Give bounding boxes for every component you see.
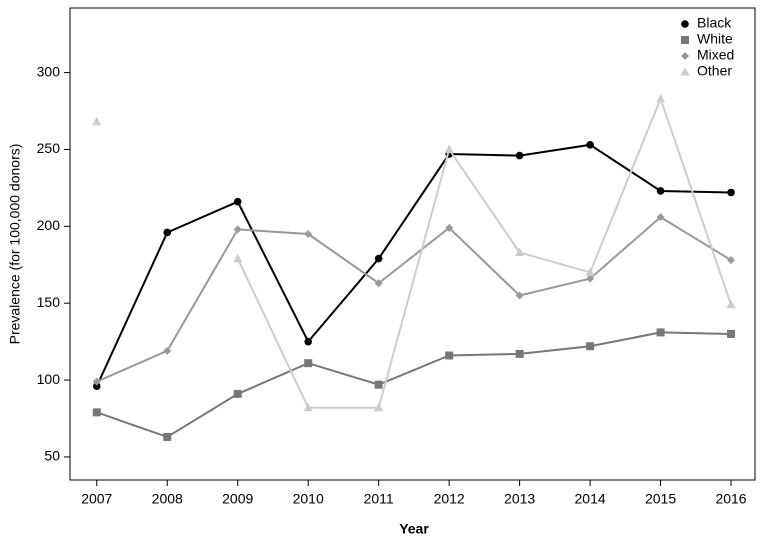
point xyxy=(374,380,383,389)
x-tick-label: 2014 xyxy=(575,491,606,507)
legend-label: Mixed xyxy=(697,47,734,63)
y-tick-label: 100 xyxy=(37,371,61,387)
point xyxy=(586,274,595,283)
point xyxy=(444,144,454,153)
point xyxy=(445,351,454,360)
y-axis-label: Prevalence (for 100,000 donors) xyxy=(7,144,23,345)
point xyxy=(374,402,384,412)
point xyxy=(727,329,736,338)
point xyxy=(656,213,665,222)
series-line xyxy=(95,143,732,387)
plot-frame xyxy=(69,7,756,481)
point xyxy=(727,256,736,265)
point xyxy=(726,299,736,309)
x-tick-label: 2012 xyxy=(434,491,465,507)
point xyxy=(233,197,242,206)
legend-label: Other xyxy=(697,63,732,79)
x-tick-label: 2008 xyxy=(152,491,183,507)
point xyxy=(515,247,525,256)
point xyxy=(586,141,594,149)
y-tick-label: 50 xyxy=(44,448,60,464)
y-tick-label: 250 xyxy=(37,140,61,156)
x-tick-label: 2010 xyxy=(293,491,324,507)
point xyxy=(515,349,524,358)
series-line xyxy=(236,95,732,409)
point xyxy=(374,279,383,288)
point xyxy=(92,116,102,126)
point xyxy=(92,382,101,391)
point xyxy=(92,408,101,417)
series-line xyxy=(96,215,732,383)
point xyxy=(656,328,665,337)
point xyxy=(304,230,313,239)
x-tick-label: 2013 xyxy=(504,491,535,507)
point xyxy=(163,432,172,441)
point xyxy=(303,402,313,412)
point xyxy=(163,228,172,237)
point xyxy=(233,389,242,398)
x-tick-label: 2015 xyxy=(645,491,676,507)
point xyxy=(585,267,595,276)
x-axis-label: Year xyxy=(399,521,429,537)
point xyxy=(445,223,454,232)
point xyxy=(233,253,243,263)
point xyxy=(92,377,101,386)
x-tick-label: 2009 xyxy=(222,491,253,507)
point xyxy=(374,254,383,263)
point xyxy=(656,187,665,195)
legend-marker xyxy=(680,67,690,76)
x-tick-label: 2007 xyxy=(81,491,112,507)
point xyxy=(233,225,242,234)
point xyxy=(586,342,595,351)
point xyxy=(304,359,313,368)
point xyxy=(515,151,524,160)
legend-marker xyxy=(681,20,689,28)
legend-marker xyxy=(681,52,689,60)
x-tick-label: 2011 xyxy=(364,491,394,507)
y-tick-label: 300 xyxy=(37,63,61,79)
legend-marker xyxy=(681,36,689,44)
y-tick-label: 200 xyxy=(37,217,61,233)
point xyxy=(163,346,172,355)
y-tick-label: 150 xyxy=(37,294,61,310)
x-tick-label: 2016 xyxy=(715,491,746,507)
series-line xyxy=(96,331,732,439)
legend-label: Black xyxy=(697,15,732,31)
point xyxy=(656,93,666,103)
legend-label: White xyxy=(697,31,733,47)
point xyxy=(304,337,312,346)
point xyxy=(515,291,524,300)
point xyxy=(727,188,735,197)
